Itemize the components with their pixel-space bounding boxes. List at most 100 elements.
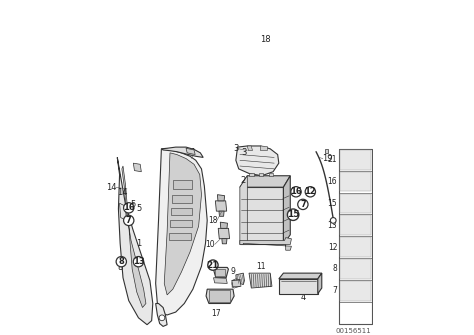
Polygon shape bbox=[218, 195, 225, 201]
Polygon shape bbox=[236, 273, 245, 285]
Polygon shape bbox=[169, 233, 191, 240]
Polygon shape bbox=[236, 146, 279, 176]
Polygon shape bbox=[240, 238, 292, 245]
Text: 16: 16 bbox=[290, 187, 302, 196]
Polygon shape bbox=[222, 239, 227, 244]
Polygon shape bbox=[318, 273, 322, 294]
Circle shape bbox=[208, 260, 218, 270]
Polygon shape bbox=[240, 187, 283, 245]
Circle shape bbox=[133, 257, 144, 267]
Bar bbox=[340, 172, 371, 191]
Text: 9: 9 bbox=[230, 267, 236, 276]
Text: 14: 14 bbox=[117, 188, 128, 197]
Bar bbox=[340, 281, 371, 300]
Text: 17: 17 bbox=[211, 309, 220, 318]
Polygon shape bbox=[240, 176, 247, 245]
Polygon shape bbox=[232, 280, 241, 287]
Polygon shape bbox=[161, 147, 203, 157]
Polygon shape bbox=[249, 174, 254, 176]
Circle shape bbox=[330, 217, 336, 223]
Polygon shape bbox=[171, 208, 192, 215]
Text: 20: 20 bbox=[217, 291, 227, 300]
Polygon shape bbox=[119, 203, 127, 220]
Polygon shape bbox=[133, 163, 141, 172]
Polygon shape bbox=[155, 149, 207, 315]
Polygon shape bbox=[247, 146, 253, 150]
Polygon shape bbox=[206, 289, 234, 304]
Bar bbox=[340, 150, 371, 170]
Circle shape bbox=[305, 187, 316, 197]
Text: 15: 15 bbox=[287, 210, 300, 219]
Circle shape bbox=[124, 203, 134, 213]
Text: 16: 16 bbox=[123, 203, 135, 212]
Polygon shape bbox=[213, 267, 228, 278]
Text: 3: 3 bbox=[233, 144, 238, 153]
Text: 8: 8 bbox=[117, 263, 123, 272]
Text: 7: 7 bbox=[332, 286, 337, 295]
Text: 4: 4 bbox=[300, 293, 306, 302]
Text: 5: 5 bbox=[130, 200, 136, 209]
Polygon shape bbox=[261, 146, 267, 150]
Text: 21: 21 bbox=[207, 261, 219, 270]
Polygon shape bbox=[268, 174, 273, 176]
Polygon shape bbox=[215, 201, 227, 211]
Text: 18: 18 bbox=[208, 216, 218, 225]
Text: 21: 21 bbox=[328, 155, 337, 164]
Text: 2: 2 bbox=[241, 176, 246, 185]
Text: 5: 5 bbox=[137, 204, 142, 213]
Text: 10: 10 bbox=[205, 240, 215, 249]
Polygon shape bbox=[219, 211, 224, 216]
Circle shape bbox=[287, 209, 299, 220]
Polygon shape bbox=[218, 228, 229, 239]
Polygon shape bbox=[279, 279, 318, 294]
Polygon shape bbox=[215, 269, 225, 276]
Polygon shape bbox=[117, 157, 153, 325]
Polygon shape bbox=[283, 176, 290, 245]
Text: 1: 1 bbox=[190, 148, 195, 157]
Bar bbox=[340, 194, 371, 213]
Polygon shape bbox=[155, 304, 167, 326]
Polygon shape bbox=[243, 243, 292, 250]
Text: 18: 18 bbox=[261, 36, 271, 45]
Polygon shape bbox=[220, 222, 228, 228]
Polygon shape bbox=[164, 153, 201, 295]
Polygon shape bbox=[209, 290, 230, 303]
Text: 00156511: 00156511 bbox=[336, 328, 372, 334]
Text: 12: 12 bbox=[304, 187, 316, 196]
Text: 6: 6 bbox=[230, 280, 236, 289]
Text: 1: 1 bbox=[136, 239, 141, 248]
Text: 8: 8 bbox=[118, 257, 124, 266]
Polygon shape bbox=[186, 148, 195, 154]
Polygon shape bbox=[172, 195, 192, 203]
Text: 13: 13 bbox=[133, 257, 144, 266]
Circle shape bbox=[291, 187, 301, 197]
Polygon shape bbox=[325, 149, 328, 153]
Polygon shape bbox=[170, 220, 192, 227]
Text: 12: 12 bbox=[328, 243, 337, 252]
Polygon shape bbox=[339, 149, 372, 324]
Text: 7: 7 bbox=[126, 216, 132, 225]
Circle shape bbox=[124, 215, 134, 225]
Polygon shape bbox=[259, 174, 264, 176]
Circle shape bbox=[159, 315, 165, 321]
Text: 13: 13 bbox=[328, 221, 337, 230]
Bar bbox=[340, 237, 371, 257]
Text: 19: 19 bbox=[322, 154, 333, 163]
Polygon shape bbox=[122, 166, 146, 308]
Polygon shape bbox=[240, 176, 290, 187]
Polygon shape bbox=[249, 273, 272, 288]
Circle shape bbox=[298, 199, 308, 210]
Bar bbox=[340, 259, 371, 279]
Text: 11: 11 bbox=[256, 262, 265, 271]
Text: 8: 8 bbox=[332, 264, 337, 273]
Text: 7: 7 bbox=[300, 200, 306, 209]
Bar bbox=[340, 215, 371, 235]
Text: 16: 16 bbox=[328, 177, 337, 186]
Polygon shape bbox=[213, 278, 227, 283]
Polygon shape bbox=[279, 273, 322, 279]
Text: 15: 15 bbox=[328, 199, 337, 208]
Text: 3: 3 bbox=[242, 148, 247, 157]
Polygon shape bbox=[173, 180, 192, 189]
Circle shape bbox=[116, 257, 127, 267]
Text: 14: 14 bbox=[106, 183, 117, 192]
